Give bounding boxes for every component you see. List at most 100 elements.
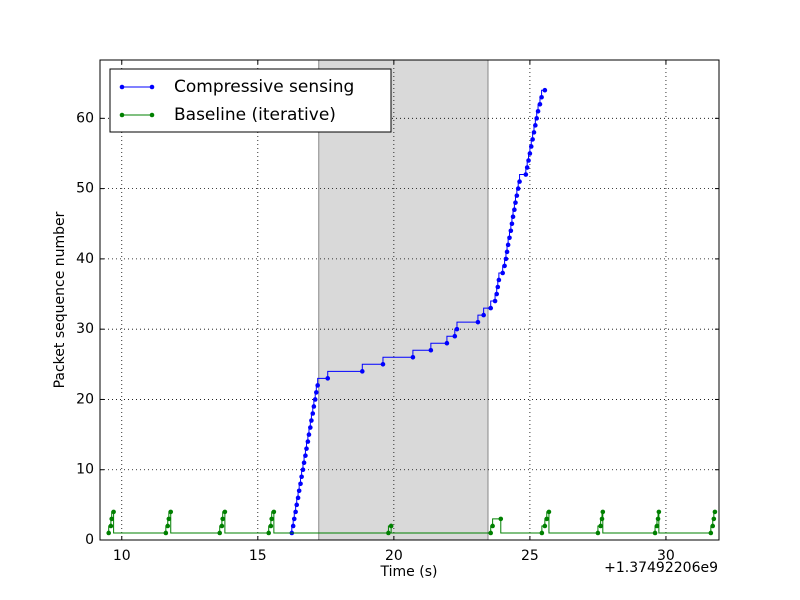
point	[306, 432, 312, 437]
point	[168, 509, 174, 515]
point	[315, 383, 320, 388]
point	[533, 123, 538, 128]
point	[656, 509, 662, 515]
point	[291, 516, 297, 522]
point	[166, 516, 172, 522]
legend-label: Baseline (iterative)	[174, 105, 336, 125]
point	[542, 87, 548, 93]
y-tick-label: 40	[76, 251, 94, 267]
point	[111, 509, 116, 515]
point	[539, 530, 545, 536]
point	[311, 404, 317, 409]
point	[299, 474, 304, 480]
point	[544, 516, 550, 522]
point	[428, 347, 434, 353]
legend-marker	[119, 84, 125, 90]
point	[304, 446, 309, 451]
point	[269, 516, 274, 522]
y-tick-label: 0	[85, 532, 94, 548]
point	[295, 495, 301, 501]
point	[652, 530, 658, 536]
point	[527, 151, 533, 156]
point	[388, 523, 394, 529]
point	[496, 277, 502, 283]
point	[108, 523, 114, 529]
point	[517, 179, 522, 184]
point	[500, 270, 505, 276]
point	[290, 523, 296, 529]
point	[380, 362, 386, 367]
point	[531, 130, 537, 135]
point	[505, 242, 511, 248]
point	[523, 172, 529, 177]
point	[504, 249, 510, 255]
point	[512, 207, 517, 212]
point	[542, 523, 548, 529]
y-tick-label: 30	[76, 321, 94, 337]
point	[220, 516, 226, 522]
point	[266, 530, 271, 536]
point	[595, 530, 601, 536]
point	[599, 516, 605, 522]
point	[217, 530, 223, 536]
point	[492, 298, 498, 304]
x-tick-label: 25	[521, 548, 539, 564]
point	[106, 530, 112, 536]
point	[600, 509, 606, 515]
x-axis-label: Time (s)	[380, 564, 438, 580]
point	[712, 509, 718, 515]
point	[509, 221, 515, 227]
point	[271, 509, 277, 515]
point	[314, 390, 319, 395]
y-tick-label: 20	[76, 391, 94, 407]
point	[303, 453, 308, 458]
legend-marker	[149, 112, 155, 118]
point	[654, 523, 660, 529]
point	[410, 354, 416, 360]
point	[534, 116, 540, 121]
point	[452, 333, 458, 339]
point	[310, 411, 316, 416]
point	[109, 516, 114, 522]
x-tick-label: 20	[385, 548, 403, 564]
y-tick-label: 60	[76, 110, 94, 126]
point	[508, 228, 514, 234]
point	[268, 523, 274, 529]
point	[513, 200, 518, 205]
point	[386, 530, 391, 536]
point	[528, 144, 534, 149]
point	[308, 425, 313, 430]
point	[305, 439, 311, 444]
point	[325, 376, 331, 381]
legend-marker	[149, 84, 155, 90]
point	[535, 109, 541, 114]
point	[298, 481, 303, 487]
point	[359, 369, 365, 374]
y-tick-label: 10	[76, 462, 94, 478]
point	[296, 488, 302, 494]
point	[488, 305, 494, 311]
legend-label: Compressive sensing	[174, 77, 354, 97]
point	[300, 467, 306, 473]
legend-box	[109, 68, 392, 133]
point	[293, 509, 298, 515]
point	[301, 460, 307, 465]
y-axis-label: Packet sequence number	[52, 211, 68, 388]
point	[530, 137, 535, 142]
point	[498, 516, 504, 522]
point	[454, 326, 460, 332]
point	[488, 530, 494, 536]
x-tick-label: 10	[113, 548, 131, 564]
y-tick-label: 50	[76, 181, 94, 197]
point	[444, 340, 450, 346]
point	[490, 523, 495, 529]
point	[711, 516, 717, 522]
point	[309, 418, 314, 423]
point	[510, 214, 516, 220]
point	[708, 530, 714, 536]
point	[655, 516, 661, 522]
point	[526, 158, 531, 163]
point	[222, 509, 228, 515]
point	[312, 397, 318, 402]
